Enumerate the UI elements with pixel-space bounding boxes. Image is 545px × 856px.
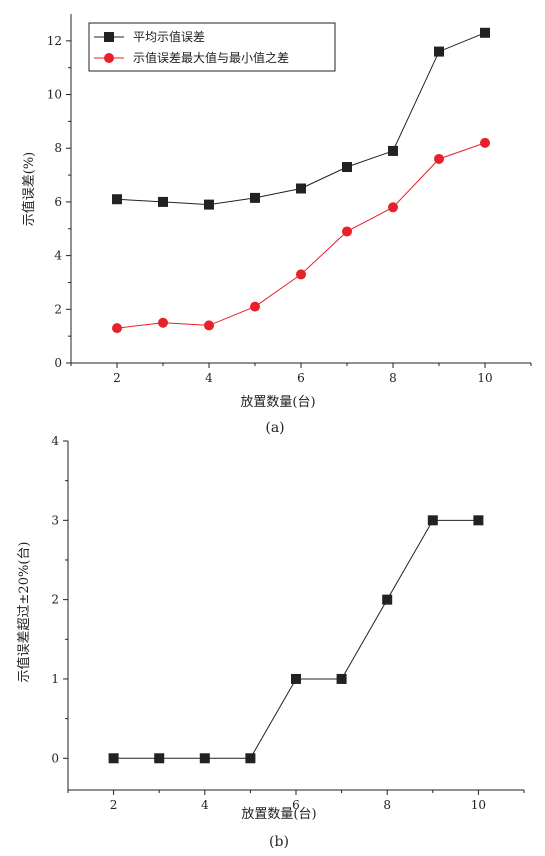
chart-a-series-2-point xyxy=(434,153,444,164)
chart-a-x-tick-label: 10 xyxy=(477,371,492,385)
chart-a-series-2-line xyxy=(116,142,486,329)
chart-b-series-1-point xyxy=(108,753,119,764)
chart-b-y-tick-label: 1 xyxy=(51,672,59,686)
chart-a-y-tick-label: 2 xyxy=(54,302,62,316)
chart-b-series-1-point xyxy=(245,753,256,764)
chart-a-x-tick-label: 6 xyxy=(297,371,305,385)
chart-b-series-1-line xyxy=(113,519,479,759)
chart-a-series-1-point xyxy=(480,27,490,38)
chart-b-y-tick-label: 4 xyxy=(51,434,59,448)
chart-a-x-tick-label: 4 xyxy=(205,371,213,385)
chart-a-series-2-point xyxy=(204,320,214,331)
chart-a-y-tick-label: 12 xyxy=(47,34,62,48)
chart-b-y-tick-label: 2 xyxy=(51,593,59,607)
chart-b-series-1-point xyxy=(382,594,393,605)
chart-a-y-tick-label: 6 xyxy=(54,195,62,209)
chart-a-legend: 平均示值误差 示值误差最大值与最小值之差 xyxy=(88,22,336,72)
chart-a-series-2-point xyxy=(112,323,122,334)
chart-b: 放置数量(台) 示值误差超过±20%(台) (b) 2 4 6 8 10 0 1 2 3 4 xyxy=(16,434,525,850)
chart-a-x-tick-label: 8 xyxy=(389,371,397,385)
chart-a-series-2-point xyxy=(480,137,490,148)
chart-b-series-1-point xyxy=(427,515,438,526)
chart-a-series-2-point xyxy=(296,269,306,280)
legend-label-series-1: 平均示值误差 xyxy=(133,29,205,44)
legend-box xyxy=(88,22,336,72)
chart-a-y-tick-label: 8 xyxy=(54,141,62,155)
chart-a-series-1-point xyxy=(204,199,214,210)
chart-a-series-2-point xyxy=(342,226,352,237)
chart-a: 放置数量(台) 示值误差(%) (a) 平均示值误差 示值误差最大值与最小值之差… xyxy=(21,14,532,436)
chart-a-x-tick-label: 2 xyxy=(113,371,121,385)
chart-b-series-1-point xyxy=(154,753,165,764)
chart-a-series-1-point xyxy=(112,194,122,205)
chart-a-series-1-point xyxy=(342,162,352,173)
chart-b-x-tick-label: 8 xyxy=(383,798,391,812)
chart-b-x-tick-label: 2 xyxy=(110,798,118,812)
chart-a-series-1-point xyxy=(158,196,168,207)
chart-a-series-2-point xyxy=(388,202,398,213)
chart-a-y-tick-label: 10 xyxy=(47,88,62,102)
chart-a-y-tick-label: 4 xyxy=(54,249,62,263)
chart-b-series-1-point xyxy=(336,673,347,684)
chart-b-series-1-point xyxy=(473,515,484,526)
chart-b-y-tick-label: 3 xyxy=(51,513,59,527)
chart-a-caption: (a) xyxy=(265,420,284,436)
chart-b-series-1-point xyxy=(291,673,301,684)
chart-b-x-tick-label: 10 xyxy=(471,798,486,812)
chart-b-series-1-point xyxy=(199,753,210,764)
chart-a-series-2-point xyxy=(250,301,260,312)
legend-label-series-2: 示值误差最大值与最小值之差 xyxy=(133,50,289,65)
legend-marker-series-1 xyxy=(104,32,114,42)
chart-a-ylabel: 示值误差(%) xyxy=(21,152,37,227)
chart-a-series-1-point xyxy=(434,46,444,57)
chart-a-series-2-point xyxy=(158,317,168,328)
chart-a-series-1-point xyxy=(250,192,260,203)
chart-a-xlabel: 放置数量(台) xyxy=(240,395,315,410)
chart-a-series-1-point xyxy=(296,183,306,194)
chart-a-series-1-point xyxy=(388,145,398,156)
legend-marker-series-2 xyxy=(104,53,114,63)
chart-b-caption: (b) xyxy=(269,834,289,850)
chart-b-x-tick-label: 4 xyxy=(201,798,209,812)
chart-b-x-tick-label: 6 xyxy=(292,798,300,812)
chart-b-y-tick-label: 0 xyxy=(51,751,59,765)
chart-a-y-tick-label: 0 xyxy=(54,356,62,370)
chart-b-xlabel: 放置数量(台) xyxy=(241,807,316,822)
chart-b-ylabel: 示值误差超过±20%(台) xyxy=(16,542,32,683)
